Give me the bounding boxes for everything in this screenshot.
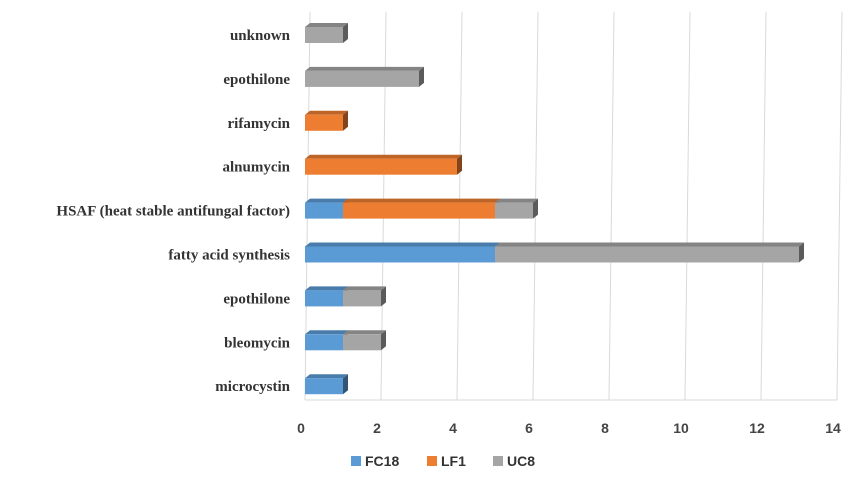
legend-label: LF1 — [441, 453, 466, 469]
bar-segment-FC18 — [305, 198, 348, 219]
x-tick-label: 8 — [601, 420, 609, 436]
legend: FC18 LF1 UC8 — [351, 453, 535, 469]
gridline — [836, 11, 843, 401]
category-label: epothilone — [223, 291, 290, 307]
x-tick-label: 14 — [825, 420, 841, 436]
bar-segment-UC8 — [495, 242, 804, 263]
legend-item-LF1: LF1 — [427, 453, 466, 469]
bar-segment-UC8 — [343, 330, 386, 351]
x-tick-label: 0 — [297, 420, 305, 436]
category-label: HSAF (heat stable antifungal factor) — [56, 204, 290, 220]
category-label: alnumycin — [222, 160, 290, 176]
bar-segment-LF1 — [343, 198, 500, 219]
legend-swatch — [427, 456, 437, 466]
legend-label: FC18 — [365, 453, 399, 469]
bar-segment-FC18 — [305, 286, 348, 307]
gridline — [684, 11, 691, 401]
category-label: unknown — [230, 28, 291, 44]
x-tick-label: 10 — [673, 420, 689, 436]
legend-item-FC18: FC18 — [351, 453, 399, 469]
bar-segment-UC8 — [305, 23, 348, 43]
gridline — [760, 11, 767, 401]
bar-segment-LF1 — [305, 154, 462, 175]
bar-segment-UC8 — [495, 198, 538, 219]
bar-segment-FC18 — [305, 330, 348, 351]
legend-swatch — [351, 456, 361, 466]
x-tick-label: 12 — [749, 420, 765, 436]
bar-segment-LF1 — [305, 110, 348, 131]
category-label: bleomycin — [224, 335, 290, 351]
category-label: fatty acid synthesis — [168, 248, 290, 264]
category-label: rifamycin — [228, 116, 291, 132]
gridline — [608, 11, 615, 401]
category-labels: microcystin bleomycin epothilone fatty acid… — [56, 28, 290, 395]
x-axis-tick-labels: 0 2 4 6 8 10 12 14 — [297, 420, 841, 436]
x-tick-label: 4 — [449, 420, 457, 436]
bar-segment-FC18 — [305, 374, 348, 395]
x-tick-label: 6 — [525, 420, 533, 436]
legend-label: UC8 — [507, 453, 535, 469]
category-label: microcystin — [215, 379, 290, 395]
bar-segment-FC18 — [305, 242, 500, 263]
legend-swatch — [493, 456, 503, 466]
category-label: epothilone — [223, 72, 290, 88]
legend-item-UC8: UC8 — [493, 453, 535, 469]
bars — [305, 23, 804, 395]
bar-segment-UC8 — [343, 286, 386, 307]
x-tick-label: 2 — [373, 420, 381, 436]
bar-segment-UC8 — [305, 66, 424, 87]
